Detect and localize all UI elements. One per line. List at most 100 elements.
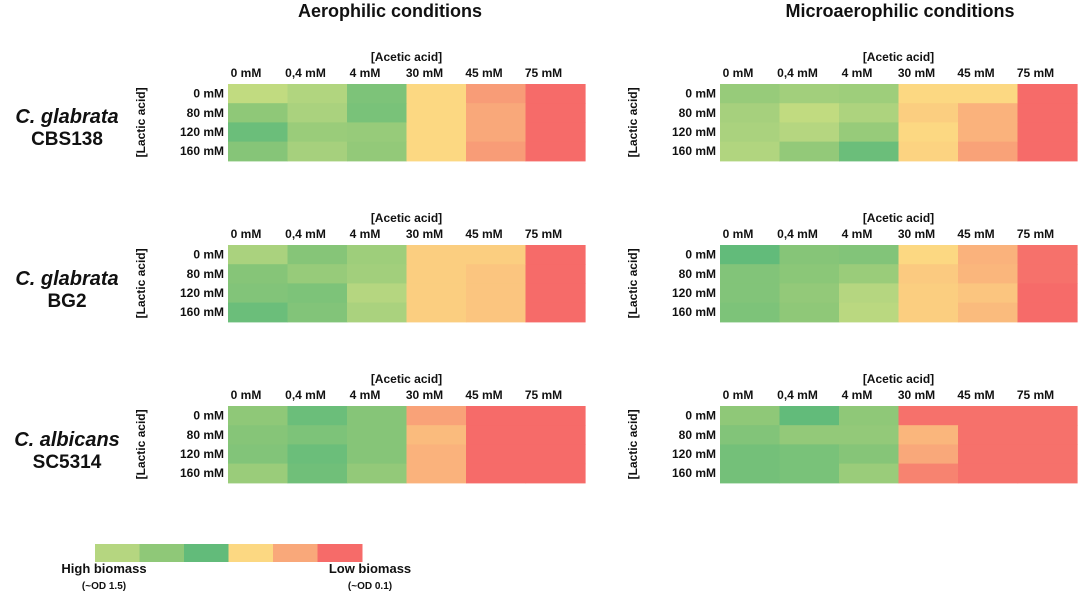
x-tick-label: 30 mM [898, 227, 935, 241]
heatmap-cell [779, 444, 840, 465]
heatmap-cell [1017, 103, 1078, 123]
heatmap-cell [720, 264, 781, 284]
heatmap-cell [466, 302, 527, 323]
heatmap-cell [1017, 245, 1078, 265]
x-tick-label: 0 mM [723, 66, 754, 80]
heatmap-cell [958, 283, 1019, 304]
heatmap-cell [1017, 302, 1078, 323]
heatmap-cell [720, 406, 781, 426]
heatmap-cell [898, 283, 959, 304]
heatmap-cell [898, 444, 959, 465]
heatmap-cell [839, 406, 900, 426]
heatmap-cell [958, 425, 1019, 445]
heatmap-cell [839, 463, 900, 484]
heatmap-cell [779, 122, 840, 143]
x-axis-title: [Acetic acid] [371, 50, 442, 64]
heatmap-cell [898, 122, 959, 143]
x-tick-label: 0,4 mM [777, 227, 818, 241]
x-tick-label: 0 mM [231, 227, 262, 241]
heatmap-cell [898, 406, 959, 426]
heatmap-cell [525, 302, 586, 323]
heatmap-cell [839, 264, 900, 284]
y-tick-label: 160 mM [672, 466, 716, 480]
x-tick-label: 45 mM [465, 388, 502, 402]
heatmap-cell [720, 84, 781, 104]
heatmap-cell [779, 103, 840, 123]
heatmap-cell [898, 245, 959, 265]
heatmap-cell [406, 444, 467, 465]
y-tick-label: 160 mM [180, 144, 224, 158]
heatmap-cell [720, 283, 781, 304]
organism-name-2: C. glabrata [15, 268, 118, 290]
organism-strain-1: CBS138 [31, 129, 103, 150]
heatmap-cell [525, 103, 586, 123]
heatmap-cell [466, 103, 527, 123]
y-tick-label: 120 mM [180, 447, 224, 461]
x-tick-label: 45 mM [957, 66, 994, 80]
heatmap-cell [287, 302, 348, 323]
x-tick-label: 30 mM [898, 66, 935, 80]
y-tick-label: 80 mM [187, 106, 224, 120]
x-tick-label: 30 mM [406, 388, 443, 402]
heatmap-cell [406, 84, 467, 104]
heatmap-cell [228, 444, 289, 465]
heatmap-cell [720, 302, 781, 323]
x-axis-title: [Acetic acid] [863, 50, 934, 64]
organism-strain-3: SC5314 [33, 452, 102, 473]
heatmap-cell [287, 84, 348, 104]
heatmap-cell [898, 302, 959, 323]
heatmap-cell [525, 463, 586, 484]
heatmap-cell [228, 84, 289, 104]
y-axis-title: [Lactic acid] [134, 248, 148, 318]
y-axis-title: [Lactic acid] [626, 248, 640, 318]
heatmap-cell [898, 463, 959, 484]
heatmap-cell [466, 425, 527, 445]
x-tick-label: 0,4 mM [285, 227, 326, 241]
organism-name-1: C. glabrata [15, 106, 118, 128]
heatmap-cbs138-microaerophilic: [Acetic acid] 0 mM 0,4 mM 4 mM 30 mM 45 mM 75 … [626, 50, 1078, 162]
x-axis-title: [Acetic acid] [863, 211, 934, 225]
y-tick-label: 80 mM [679, 267, 716, 281]
heatmap-panels: [Acetic acid] 0 mM 0,4 mM 4 mM 30 mM 45 mM 75 … [134, 50, 1078, 484]
legend-swatch [273, 544, 318, 562]
heatmap-cell [525, 406, 586, 426]
heatmap-cell [228, 283, 289, 304]
y-axis-title: [Lactic acid] [626, 409, 640, 479]
heatmap-cell [406, 245, 467, 265]
heatmap-cell [347, 283, 408, 304]
heatmap-cell [406, 425, 467, 445]
y-tick-label: 0 mM [685, 87, 716, 101]
x-tick-label: 75 mM [1017, 388, 1054, 402]
heatmap-cell [228, 463, 289, 484]
y-tick-label: 80 mM [679, 428, 716, 442]
heatmap-cell [287, 264, 348, 284]
x-tick-label: 0,4 mM [285, 388, 326, 402]
organism-name-3: C. albicans [14, 429, 120, 451]
heatmap-cell [347, 425, 408, 445]
x-axis-title: [Acetic acid] [863, 372, 934, 386]
legend-high-label: High biomass [61, 561, 146, 576]
heatmap-cell [958, 444, 1019, 465]
heatmap-cell [228, 103, 289, 123]
heatmap-cell [347, 122, 408, 143]
heatmap-cell [525, 122, 586, 143]
heatmap-cell [347, 444, 408, 465]
heatmap-cell [228, 141, 289, 162]
heatmap-cell [839, 122, 900, 143]
heatmap-cell [466, 406, 527, 426]
heatmap-cell [347, 406, 408, 426]
heatmap-cell [406, 463, 467, 484]
heatmap-cell [1017, 463, 1078, 484]
heatmap-cell [1017, 122, 1078, 143]
x-tick-label: 45 mM [465, 227, 502, 241]
heatmap-cell [1017, 84, 1078, 104]
y-tick-label: 0 mM [193, 248, 224, 262]
heatmap-cell [287, 122, 348, 143]
heatmap-cell [347, 103, 408, 123]
x-tick-label: 0 mM [723, 227, 754, 241]
x-tick-label: 4 mM [350, 388, 381, 402]
heatmap-cell [525, 425, 586, 445]
heatmap-cell [720, 463, 781, 484]
heatmap-cell [720, 122, 781, 143]
heatmap-cell [779, 463, 840, 484]
